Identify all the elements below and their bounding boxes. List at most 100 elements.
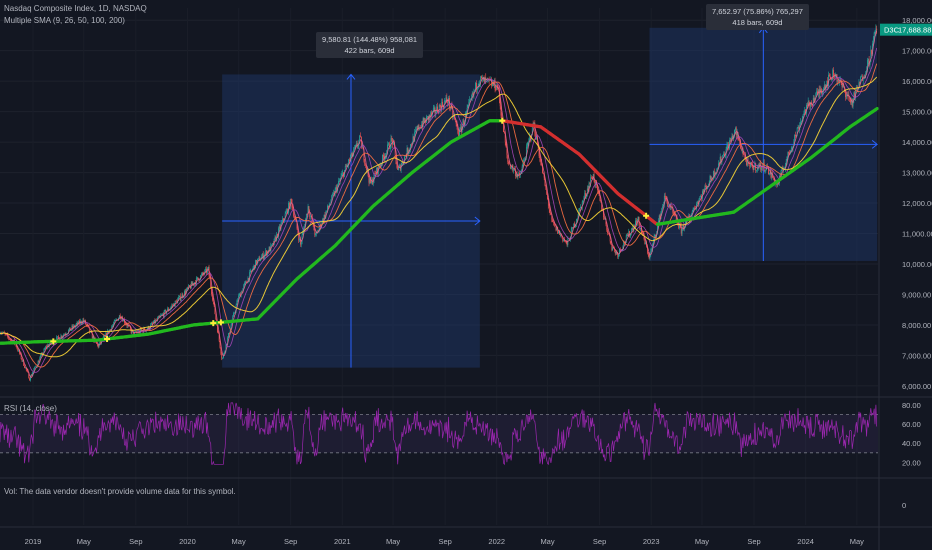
candle-body [115, 319, 117, 321]
measure-arrow-up [346, 73, 356, 80]
candle-body [856, 88, 857, 90]
candle-body [545, 185, 547, 189]
candle-body [871, 49, 873, 55]
measure-callout-2[interactable]: 7,652.97 (75.86%) 765,297 418 bars, 609d [706, 4, 809, 30]
candle-body [424, 119, 426, 123]
candle-body [245, 281, 247, 283]
candle-body [740, 148, 742, 151]
candle-body [324, 214, 326, 218]
candle-body [716, 168, 718, 174]
candle-body [257, 258, 259, 261]
candle-body [738, 138, 740, 141]
candle-body [119, 315, 121, 318]
candle-body [146, 329, 148, 330]
candle-body [162, 314, 163, 315]
candle-body [345, 165, 347, 167]
candle-body [808, 101, 810, 103]
candle-body [673, 211, 675, 213]
candle-body [135, 331, 136, 332]
candle-body [866, 70, 867, 73]
candle-body [506, 146, 508, 155]
candle-body [60, 335, 62, 339]
candle-body [699, 197, 701, 200]
candle-body [134, 331, 135, 336]
candle-body [645, 242, 647, 244]
candle-body [110, 329, 112, 331]
candle-body [781, 168, 783, 171]
price-tick-label: 16,000.00 [902, 77, 932, 86]
candle-body [231, 322, 233, 326]
candle-body [536, 136, 537, 140]
candle-body [653, 236, 655, 241]
candle-body [262, 253, 264, 259]
candle-body [289, 203, 290, 209]
candle-body [470, 98, 472, 99]
candle-body [478, 83, 480, 86]
candle-body [790, 149, 792, 151]
candle-body [421, 124, 422, 129]
candle-body [696, 202, 698, 204]
candle-body [756, 170, 757, 171]
candle-body [467, 105, 469, 109]
candle-body [751, 162, 752, 164]
candle-body [529, 135, 531, 139]
candle-body [509, 163, 510, 165]
candle-body [172, 305, 174, 307]
candle-body [810, 102, 812, 107]
date-tick-label: May [386, 537, 400, 546]
candle-body [182, 294, 184, 297]
measure-arrow-right [474, 216, 481, 226]
candle-body [489, 80, 491, 81]
candle-body [732, 135, 734, 139]
candle-body [750, 162, 752, 167]
candle-body [418, 125, 420, 129]
candle-body [105, 332, 107, 336]
candle-body [407, 147, 409, 154]
candle-body [605, 219, 607, 225]
candle-body [574, 223, 576, 227]
candle-body [639, 223, 641, 230]
candle-body [672, 207, 674, 212]
candle-body [625, 235, 627, 243]
candle-body [635, 220, 636, 228]
candle-body [629, 230, 631, 237]
candle-body [255, 260, 256, 269]
rsi-legend: RSI (14, close) [4, 404, 57, 413]
candle-body [369, 178, 371, 183]
candle-body [221, 353, 223, 359]
candle-body [153, 320, 155, 324]
candle-body [241, 291, 243, 293]
candle-body [40, 355, 42, 359]
candle-body [330, 201, 332, 205]
candle-body [293, 209, 295, 217]
candle-body [842, 84, 844, 87]
candle-body [232, 316, 234, 323]
volume-tick-label: 0 [902, 501, 906, 510]
candle-body [768, 173, 770, 175]
candle-body [476, 87, 478, 90]
candle-body [457, 126, 459, 134]
candle-body [827, 80, 829, 87]
candle-body [140, 328, 142, 331]
candle-body [469, 99, 471, 102]
candle-body [397, 167, 399, 170]
candle-body [498, 88, 500, 100]
candle-body [305, 219, 306, 227]
candle-body [305, 213, 307, 220]
candle-body [607, 229, 609, 233]
candle-body [68, 327, 70, 330]
measure-callout-1[interactable]: 9,580.81 (144.48%) 958,081 422 bars, 609… [316, 32, 424, 58]
candle-body [834, 75, 836, 78]
candle-body [41, 353, 42, 356]
candle-body [89, 328, 91, 333]
candle-body [332, 194, 333, 196]
candle-body [718, 163, 720, 165]
candle-body [729, 140, 731, 142]
candle-body [765, 168, 767, 171]
symbol-title: Nasdaq Composite Index, 1D, NASDAQ [4, 4, 147, 13]
candle-body [655, 234, 657, 236]
candle-body [694, 208, 696, 209]
candle-body [547, 193, 548, 199]
candle-body [510, 167, 512, 169]
candle-body [582, 200, 584, 202]
